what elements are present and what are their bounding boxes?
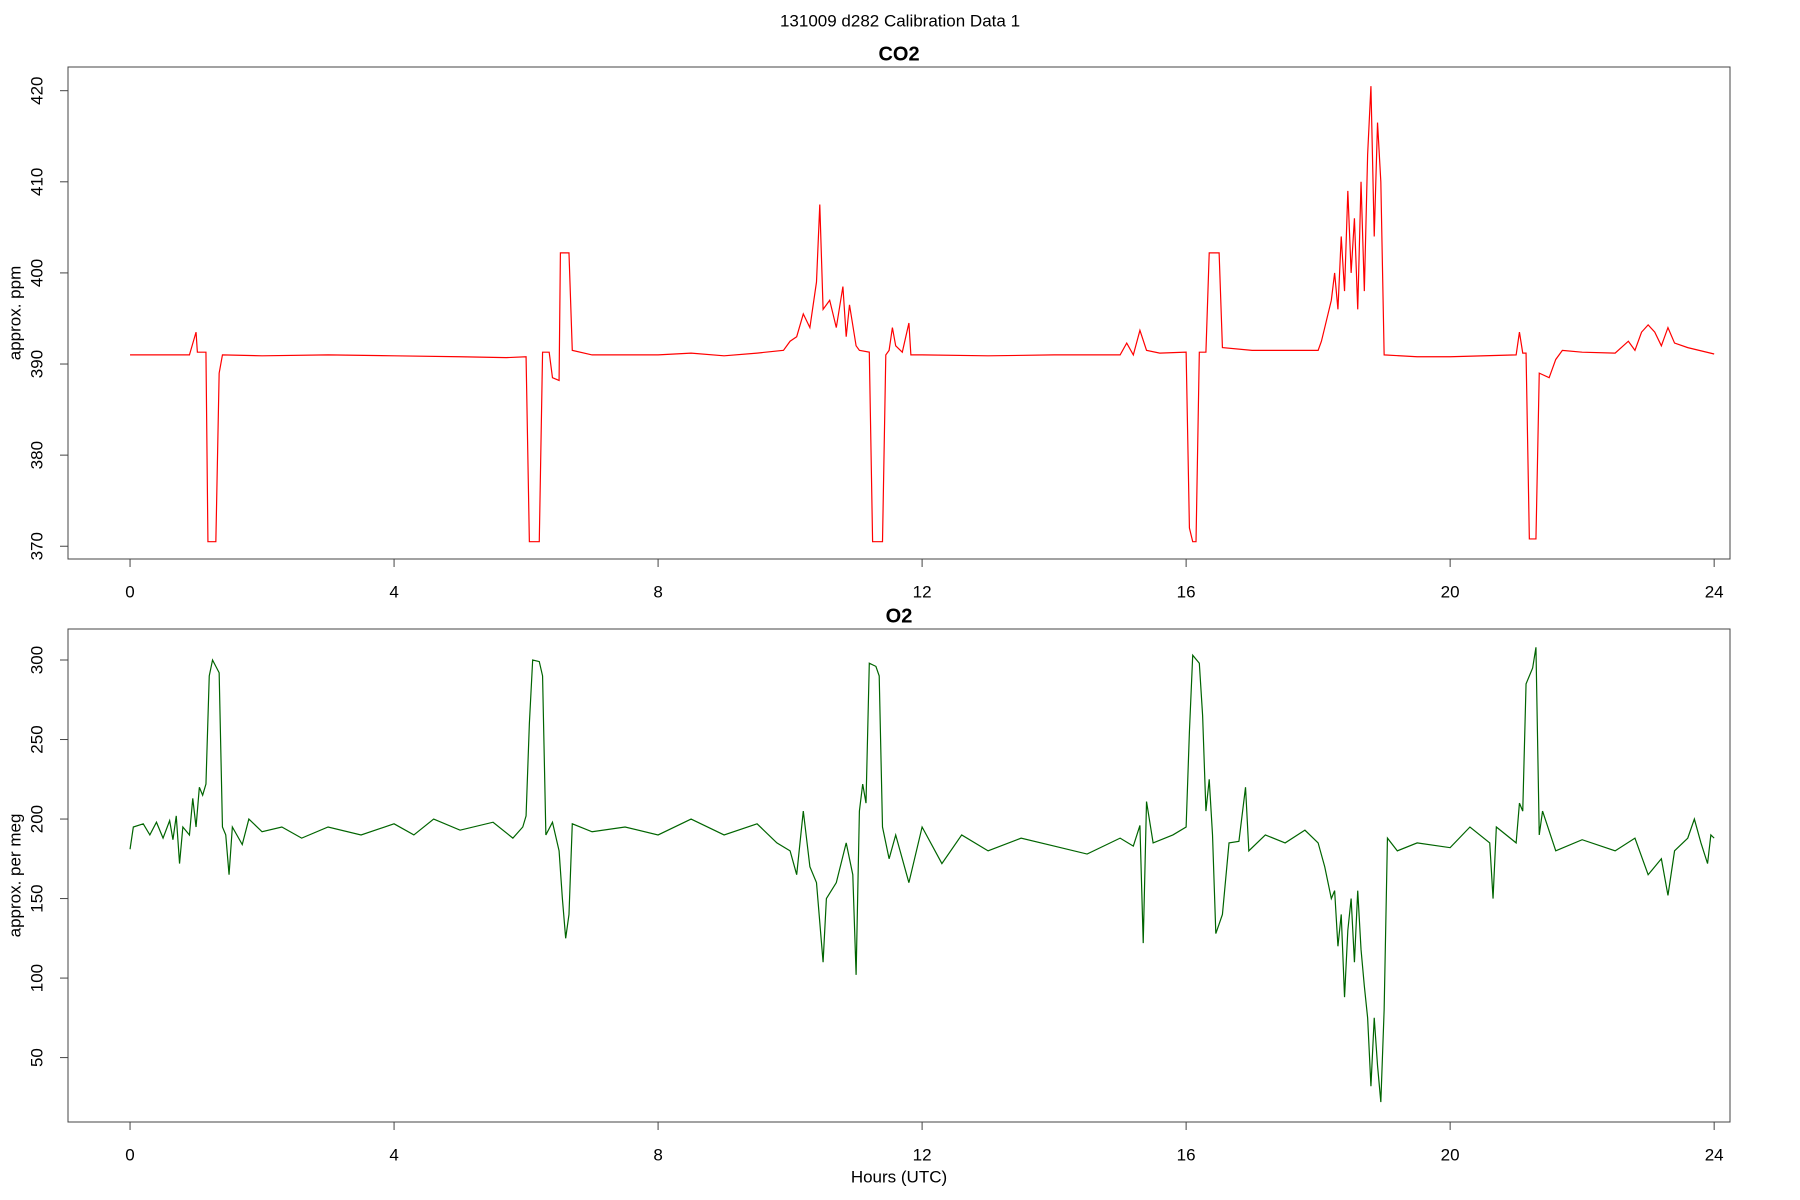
panel-title: CO2 <box>878 43 919 65</box>
plot-frame <box>67 66 1731 560</box>
y-tick-label: 400 <box>27 259 46 287</box>
x-tick-label: 12 <box>913 1145 932 1164</box>
y-tick-label: 50 <box>27 1048 46 1067</box>
y-axis-label: approx. per meg <box>5 814 24 938</box>
plot-frame <box>67 628 1731 1123</box>
x-tick-label: 16 <box>1177 582 1196 601</box>
y-tick-label: 300 <box>27 646 46 674</box>
x-tick-label: 0 <box>125 582 134 601</box>
y-tick-label: 410 <box>27 168 46 196</box>
x-tick-label: 4 <box>389 582 398 601</box>
x-tick-label: 12 <box>913 582 932 601</box>
x-tick-label: 4 <box>389 1145 398 1164</box>
panel-title: O2 <box>886 605 913 627</box>
x-tick-label: 16 <box>1177 1145 1196 1164</box>
y-axis-label: approx. ppm <box>5 266 24 361</box>
y-tick-label: 200 <box>27 805 46 833</box>
data-line <box>129 647 1715 1103</box>
y-tick-label: 380 <box>27 441 46 469</box>
x-tick-label: 0 <box>125 1145 134 1164</box>
figure-title: 131009 d282 Calibration Data 1 <box>780 11 1020 30</box>
y-tick-label: 370 <box>27 532 46 560</box>
x-tick-label: 24 <box>1705 1145 1724 1164</box>
x-tick-label: 20 <box>1441 582 1460 601</box>
x-tick-label: 8 <box>653 1145 662 1164</box>
y-tick-label: 100 <box>27 964 46 992</box>
y-tick-label: 250 <box>27 725 46 753</box>
y-tick-label: 420 <box>27 77 46 105</box>
data-line <box>130 86 1715 543</box>
x-tick-label: 24 <box>1705 582 1724 601</box>
y-tick-label: 150 <box>27 884 46 912</box>
x-tick-label: 20 <box>1441 1145 1460 1164</box>
y-tick-label: 390 <box>27 350 46 378</box>
x-axis-label: Hours (UTC) <box>851 1167 947 1186</box>
x-tick-label: 8 <box>653 582 662 601</box>
